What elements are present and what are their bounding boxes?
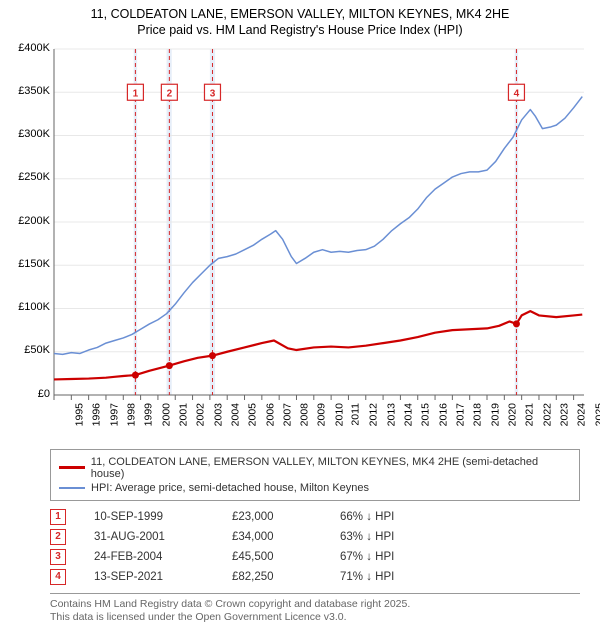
x-tick-label: 2008 bbox=[299, 403, 311, 426]
y-tick-label: £250K bbox=[18, 171, 50, 183]
svg-text:4: 4 bbox=[514, 88, 520, 99]
event-delta: 63% ↓ HPI bbox=[340, 531, 394, 543]
svg-text:3: 3 bbox=[210, 88, 216, 99]
x-tick-label: 2009 bbox=[316, 403, 328, 426]
x-tick-label: 2003 bbox=[212, 403, 224, 426]
event-price: £23,000 bbox=[232, 511, 312, 523]
event-date: 31-AUG-2001 bbox=[94, 531, 204, 543]
event-delta: 67% ↓ HPI bbox=[340, 551, 394, 563]
y-tick-label: £100K bbox=[18, 301, 50, 313]
legend-swatch bbox=[59, 466, 85, 469]
x-tick-label: 2025 bbox=[593, 403, 600, 426]
event-delta: 71% ↓ HPI bbox=[340, 571, 394, 583]
y-tick-label: £150K bbox=[18, 258, 50, 270]
title-line-2: Price paid vs. HM Land Registry's House … bbox=[10, 22, 590, 38]
legend-label: HPI: Average price, semi-detached house,… bbox=[91, 482, 369, 494]
x-tick-label: 2020 bbox=[506, 403, 518, 426]
event-price: £45,500 bbox=[232, 551, 312, 563]
price-chart: 1 2 3 4 £0 £50K £100K £150K £200K £250K £300K £350… bbox=[10, 43, 590, 443]
x-tick-label: 2018 bbox=[472, 403, 484, 426]
y-tick-label: £400K bbox=[18, 42, 50, 54]
x-tick-label: 2001 bbox=[177, 403, 189, 426]
y-tick-label: £50K bbox=[24, 344, 50, 356]
x-tick-label: 2006 bbox=[264, 403, 276, 426]
event-badge: 2 bbox=[50, 529, 66, 545]
legend-item-hpi: HPI: Average price, semi-detached house,… bbox=[59, 482, 571, 494]
x-tick-label: 2022 bbox=[541, 403, 553, 426]
event-delta: 66% ↓ HPI bbox=[340, 511, 394, 523]
x-tick-label: 2015 bbox=[420, 403, 432, 426]
x-tick-label: 2023 bbox=[558, 403, 570, 426]
event-price: £34,000 bbox=[232, 531, 312, 543]
y-tick-label: £0 bbox=[38, 388, 50, 400]
event-date: 10-SEP-1999 bbox=[94, 511, 204, 523]
event-price: £82,250 bbox=[232, 571, 312, 583]
chart-title: 11, COLDEATON LANE, EMERSON VALLEY, MILT… bbox=[10, 6, 590, 39]
y-tick-label: £200K bbox=[18, 215, 50, 227]
legend-swatch bbox=[59, 487, 85, 489]
legend-label: 11, COLDEATON LANE, EMERSON VALLEY, MILT… bbox=[91, 456, 571, 480]
event-badge: 4 bbox=[50, 569, 66, 585]
event-row: 1 10-SEP-1999 £23,000 66% ↓ HPI bbox=[50, 509, 580, 525]
x-tick-label: 2002 bbox=[195, 403, 207, 426]
license-line: This data is licensed under the Open Gov… bbox=[50, 611, 580, 625]
x-tick-label: 2000 bbox=[160, 403, 172, 426]
x-tick-label: 1999 bbox=[143, 403, 155, 426]
legend-item-price-paid: 11, COLDEATON LANE, EMERSON VALLEY, MILT… bbox=[59, 456, 571, 480]
x-tick-label: 1997 bbox=[108, 403, 120, 426]
x-tick-label: 2010 bbox=[333, 403, 345, 426]
x-tick-label: 2019 bbox=[489, 403, 501, 426]
x-tick-label: 2017 bbox=[454, 403, 466, 426]
x-tick-label: 2007 bbox=[281, 403, 293, 426]
event-date: 24-FEB-2004 bbox=[94, 551, 204, 563]
y-tick-label: £350K bbox=[18, 85, 50, 97]
event-badge: 1 bbox=[50, 509, 66, 525]
title-line-1: 11, COLDEATON LANE, EMERSON VALLEY, MILT… bbox=[10, 6, 590, 22]
x-tick-label: 1996 bbox=[91, 403, 103, 426]
x-tick-label: 2011 bbox=[350, 403, 362, 426]
event-date: 13-SEP-2021 bbox=[94, 571, 204, 583]
svg-text:2: 2 bbox=[167, 88, 173, 99]
events-table: 1 10-SEP-1999 £23,000 66% ↓ HPI 2 31-AUG… bbox=[50, 509, 580, 585]
license-line: Contains HM Land Registry data © Crown c… bbox=[50, 598, 580, 612]
x-tick-label: 1998 bbox=[125, 403, 137, 426]
x-tick-label: 2012 bbox=[368, 403, 380, 426]
x-tick-label: 2024 bbox=[576, 403, 588, 426]
x-tick-label: 2016 bbox=[437, 403, 449, 426]
y-tick-label: £300K bbox=[18, 128, 50, 140]
event-row: 4 13-SEP-2021 £82,250 71% ↓ HPI bbox=[50, 569, 580, 585]
event-badge: 3 bbox=[50, 549, 66, 565]
chart-svg: 1 2 3 4 bbox=[10, 43, 590, 443]
x-tick-label: 2013 bbox=[385, 403, 397, 426]
event-row: 2 31-AUG-2001 £34,000 63% ↓ HPI bbox=[50, 529, 580, 545]
x-tick-label: 2021 bbox=[524, 403, 536, 426]
x-tick-label: 2014 bbox=[402, 403, 414, 426]
x-tick-label: 2005 bbox=[247, 403, 259, 426]
event-row: 3 24-FEB-2004 £45,500 67% ↓ HPI bbox=[50, 549, 580, 565]
x-tick-label: 2004 bbox=[229, 403, 241, 426]
x-tick-label: 1995 bbox=[73, 403, 85, 426]
legend: 11, COLDEATON LANE, EMERSON VALLEY, MILT… bbox=[50, 449, 580, 501]
svg-text:1: 1 bbox=[133, 88, 139, 99]
